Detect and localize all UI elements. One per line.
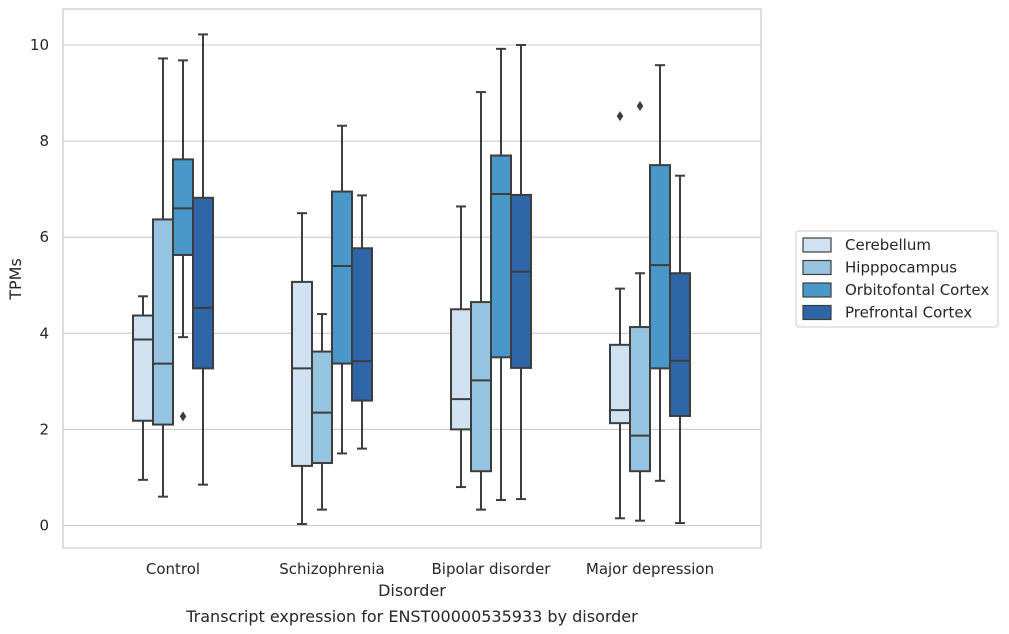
box-2-2 <box>490 47 512 502</box>
box-0-3 <box>609 111 631 520</box>
box-3-2 <box>510 44 532 501</box>
legend-label: Cerebellum <box>845 236 931 254</box>
legend-swatch <box>802 304 832 321</box>
x-tick-labels: Control Schizophrenia Bipolar disorder Majo… <box>146 560 714 578</box>
box-0-0 <box>132 295 154 481</box>
legend-label: Hipppocampus <box>845 259 957 277</box>
legend-swatch <box>802 237 832 253</box>
chart-caption: Transcript expression for ENST0000053593… <box>185 607 638 626</box>
box-rect <box>629 326 651 473</box>
y-axis-label: TPMs <box>6 258 25 301</box>
legend: Cerebellum Hipppocampus Orbitofontal Corte… <box>795 230 999 328</box>
box-layer <box>132 33 691 526</box>
box-0-2 <box>450 205 472 489</box>
legend-frame <box>795 230 999 328</box>
box-0-1 <box>291 212 313 526</box>
box-rect <box>291 280 313 467</box>
box-rect <box>649 164 671 370</box>
box-rect <box>609 343 631 425</box>
x-tick-label: Control <box>146 560 200 578</box>
box-2-0 <box>172 59 194 422</box>
legend-swatch <box>802 282 832 298</box>
box-3-0 <box>192 33 214 486</box>
plot-area-frame <box>62 8 762 549</box>
x-tick-label: Schizophrenia <box>279 560 384 578</box>
box-2-1 <box>331 124 353 455</box>
box-1-2 <box>470 91 492 511</box>
y-tick-label: 0 <box>39 517 49 535</box>
box-2-3 <box>649 64 671 482</box>
outlier-point <box>636 101 644 112</box>
box-rect <box>490 154 512 359</box>
y-tick-label: 8 <box>39 132 49 150</box>
box-rect <box>510 193 532 369</box>
box-1-3 <box>629 101 651 522</box>
box-rect <box>331 190 353 365</box>
box-rect <box>470 301 492 473</box>
box-rect <box>152 218 174 426</box>
box-1-1 <box>311 313 333 511</box>
box-rect <box>172 158 194 256</box>
box-rect <box>351 247 373 402</box>
box-rect <box>311 350 333 465</box>
y-tick-label: 10 <box>30 36 49 54</box>
y-tick-label: 2 <box>39 420 49 438</box>
box-3-1 <box>351 194 373 450</box>
box-rect <box>669 272 691 417</box>
box-rect <box>132 314 154 422</box>
outlier-point <box>179 411 187 422</box>
y-tick-label: 6 <box>39 228 49 246</box>
y-tick-label: 4 <box>39 324 49 342</box>
box-3-3 <box>669 174 691 525</box>
x-tick-label: Bipolar disorder <box>432 560 552 578</box>
y-tick-labels: 0 2 4 6 8 10 <box>30 36 49 535</box>
box-1-0 <box>152 57 174 498</box>
legend-label: Prefrontal Cortex <box>845 304 972 322</box>
legend-swatch <box>802 259 832 276</box>
x-tick-label: Major depression <box>586 560 714 578</box>
outlier-point <box>616 111 624 122</box>
legend-label: Orbitofontal Cortex <box>845 281 989 299</box>
box-rect <box>192 196 214 370</box>
box-rect <box>450 308 472 431</box>
x-axis-label: Disorder <box>378 581 446 600</box>
